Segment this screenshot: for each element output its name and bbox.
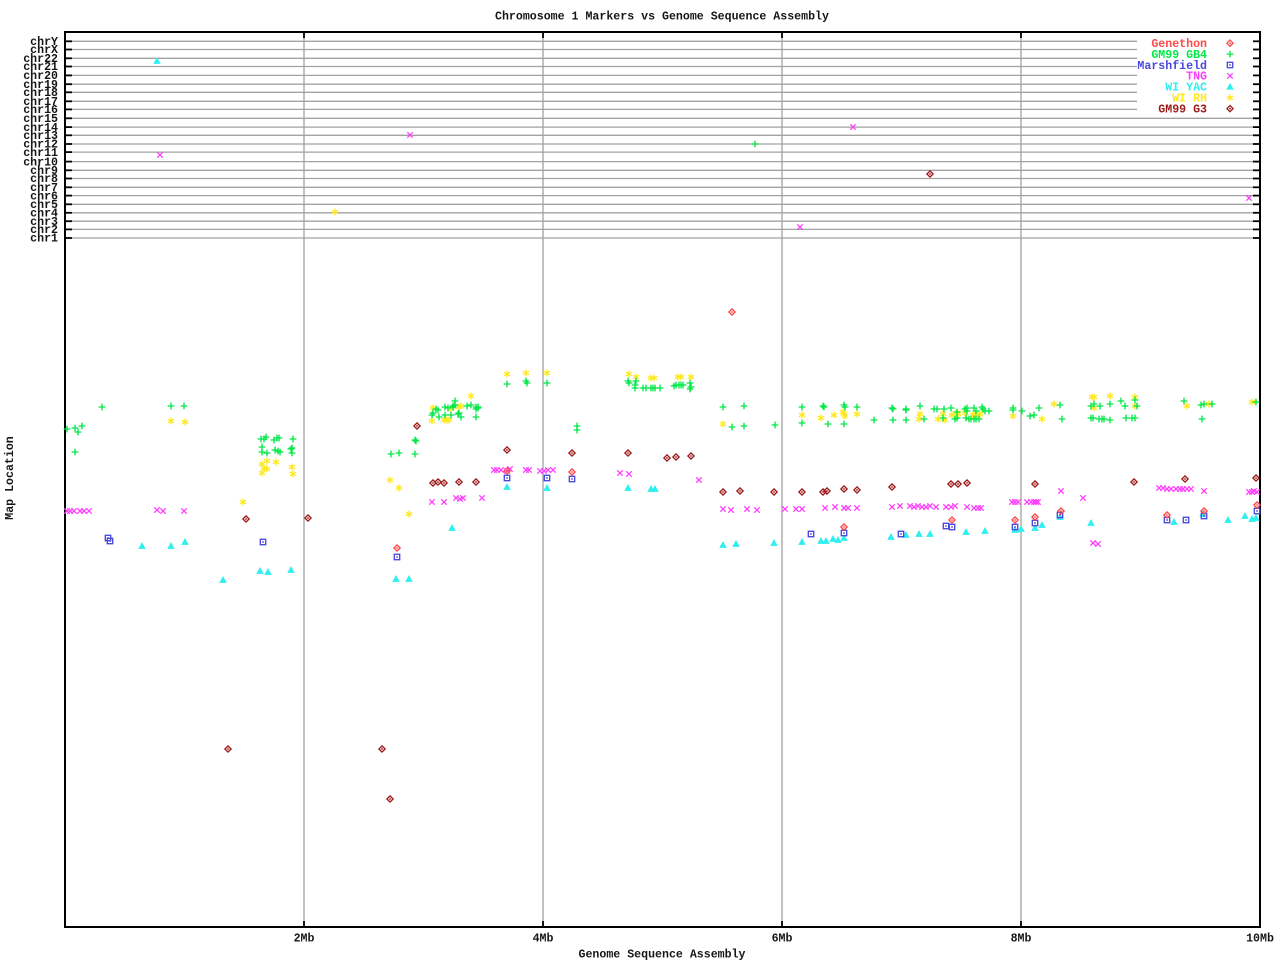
- svg-text:GM99 GB4: GM99 GB4: [1151, 49, 1207, 62]
- svg-text:chr16: chr16: [23, 104, 58, 117]
- svg-text:chr13: chr13: [23, 130, 58, 143]
- svg-text:chr4: chr4: [30, 208, 58, 221]
- svg-text:chr2: chr2: [30, 224, 58, 237]
- svg-text:chr21: chr21: [23, 61, 58, 74]
- svg-text:2Mb: 2Mb: [294, 933, 315, 946]
- svg-text:Chromosome 1 Markers vs Genome: Chromosome 1 Markers vs Genome Sequence …: [495, 11, 829, 24]
- svg-text:chrY: chrY: [30, 36, 58, 49]
- svg-text:4Mb: 4Mb: [533, 933, 554, 946]
- svg-text:chrX: chrX: [30, 44, 58, 57]
- svg-text:chr15: chr15: [23, 113, 58, 126]
- svg-text:chr14: chr14: [23, 122, 58, 135]
- svg-text:GM99 G3: GM99 G3: [1158, 103, 1207, 116]
- svg-text:Map Location: Map Location: [4, 436, 17, 520]
- svg-text:WI RH: WI RH: [1172, 93, 1207, 106]
- svg-text:chr5: chr5: [30, 199, 58, 212]
- svg-text:chr17: chr17: [23, 96, 58, 109]
- svg-text:chr20: chr20: [23, 70, 58, 83]
- svg-text:6Mb: 6Mb: [772, 933, 793, 946]
- svg-text:WI YAC: WI YAC: [1165, 82, 1207, 95]
- svg-text:8Mb: 8Mb: [1011, 933, 1032, 946]
- svg-text:chr10: chr10: [23, 156, 58, 169]
- svg-text:Genome Sequence Assembly: Genome Sequence Assembly: [579, 949, 746, 960]
- svg-text:chr19: chr19: [23, 79, 58, 92]
- svg-text:chr11: chr11: [23, 147, 58, 160]
- svg-text:TNG: TNG: [1186, 71, 1207, 84]
- svg-text:chr12: chr12: [23, 139, 58, 152]
- svg-text:chr3: chr3: [30, 216, 58, 229]
- svg-text:Genethon: Genethon: [1151, 38, 1207, 51]
- svg-text:chr18: chr18: [23, 87, 58, 100]
- svg-text:chr9: chr9: [30, 165, 58, 178]
- svg-text:chr7: chr7: [30, 182, 58, 195]
- svg-text:Marshfield: Marshfield: [1137, 60, 1207, 73]
- svg-text:chr8: chr8: [30, 173, 58, 186]
- svg-text:10Mb: 10Mb: [1246, 933, 1274, 946]
- svg-text:chr6: chr6: [30, 190, 58, 203]
- svg-text:chr1: chr1: [30, 233, 58, 246]
- svg-text:chr22: chr22: [23, 53, 58, 66]
